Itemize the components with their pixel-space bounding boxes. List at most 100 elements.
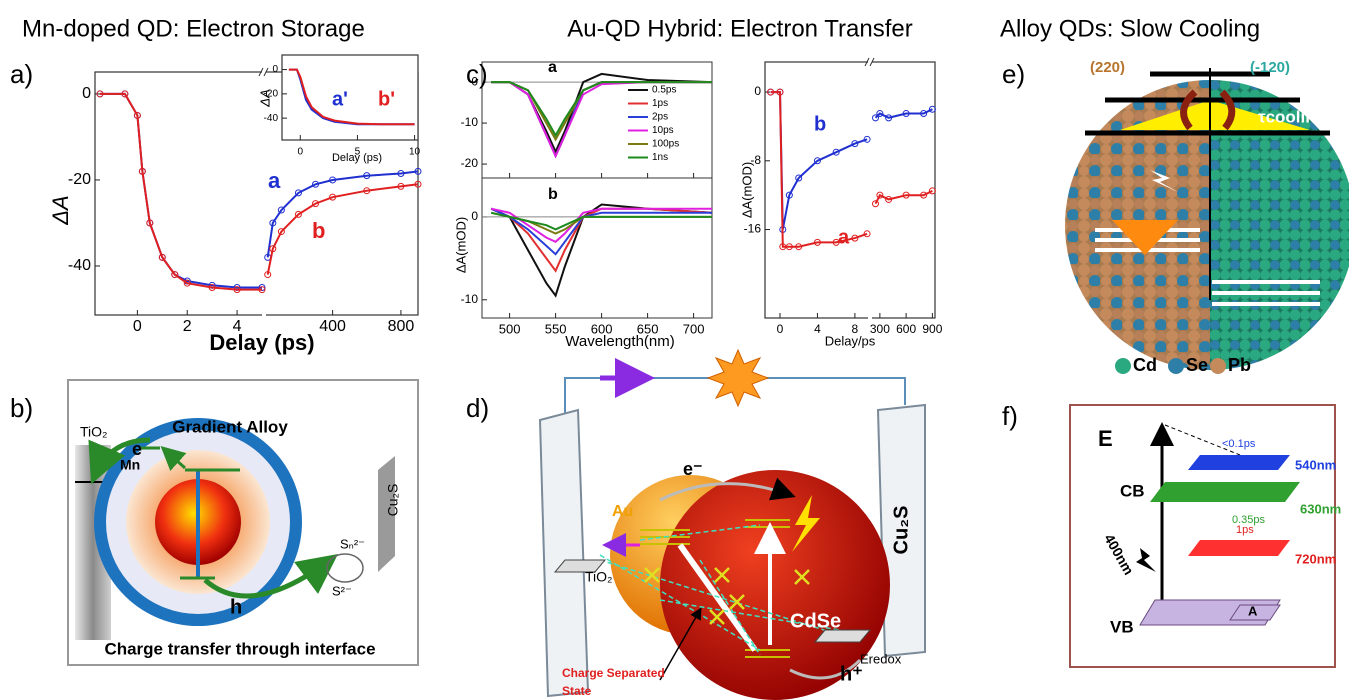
y-tick-label: -8: [750, 153, 761, 167]
label: CdSe: [790, 610, 841, 632]
label: 630nm: [1300, 501, 1341, 516]
legend-label: Pb: [1228, 355, 1251, 375]
series-label: a: [268, 168, 281, 193]
label: h⁺: [840, 663, 863, 685]
x-tick-label: 4: [814, 322, 821, 336]
x-tick-label: 600: [591, 321, 613, 336]
y-tick-label: 0: [754, 84, 761, 98]
label: Cu₂S: [890, 506, 912, 555]
label: Mn: [120, 457, 140, 473]
legend-label: 10ps: [652, 125, 674, 136]
label: Charge Separated: [562, 666, 665, 680]
x-tick-label: 0: [777, 322, 784, 336]
series-label: b: [312, 218, 325, 243]
legend-label: 0.5ps: [652, 85, 676, 96]
label: TiO₂: [80, 424, 107, 440]
panel-label: f): [1002, 401, 1018, 431]
y-tick-label: -16: [744, 222, 762, 236]
y-tick-label: 0: [82, 85, 91, 102]
legend-label: Se: [1186, 355, 1208, 375]
x-tick-label: 550: [545, 321, 567, 336]
label: 1ps: [1236, 524, 1254, 536]
axis-break: [868, 315, 872, 321]
y-tick-label: 0: [471, 74, 478, 88]
panel-label: e): [1002, 59, 1025, 89]
panel-b: b) Gradient Alloy TiO₂ e Mn h Sₙ²⁻ S²⁻ C…: [10, 380, 418, 665]
legend-label: Cd: [1133, 355, 1157, 375]
x-axis-label: Delay/ps: [825, 333, 876, 348]
subplot-label: b: [548, 186, 558, 203]
header: Mn-doped QD: Electron Storage: [22, 15, 365, 42]
panel-label: a): [10, 59, 33, 89]
x-tick-label: 300: [870, 322, 890, 336]
label: 720nm: [1295, 551, 1336, 566]
x-tick-label: 10: [409, 147, 421, 158]
y-tick-label: 0: [471, 209, 478, 223]
label: E: [1098, 426, 1113, 451]
plot-frame: [482, 178, 712, 318]
plot-frame: [765, 62, 935, 318]
y-tick-label: -40: [68, 257, 91, 274]
y-axis-label: ΔA(mOD): [739, 162, 754, 218]
label: h: [230, 596, 242, 618]
y-axis-label: ΔA: [48, 195, 73, 225]
x-tick-label: 650: [637, 321, 659, 336]
panel-label: d): [466, 393, 489, 423]
plot-frame: [482, 62, 712, 178]
series-label: a: [838, 226, 850, 248]
y-tick-label: -10: [461, 115, 479, 129]
legend-swatch: [1168, 358, 1184, 374]
label: <0.1ps: [1222, 438, 1256, 450]
label: (220): [1090, 59, 1125, 76]
title: Gradient Alloy: [172, 417, 288, 436]
series-label: a': [332, 88, 348, 110]
y-axis-label: ΔA(mOD): [453, 217, 468, 273]
label: τcooling: [1258, 107, 1326, 126]
level-720: [1188, 540, 1290, 556]
series-label: b: [814, 113, 826, 135]
label: e⁻: [683, 459, 703, 479]
x-tick-label: 0: [133, 318, 142, 335]
x-tick-label: 400: [319, 318, 346, 335]
plot-frame: [282, 55, 418, 140]
label: Sₙ²⁻: [340, 536, 365, 551]
level-630: [1150, 482, 1300, 502]
header: Au-QD Hybrid: Electron Transfer: [567, 15, 912, 42]
panel-f: f) E <0.1ps 540nm CB 0.35ps 630nm 1ps 72…: [1002, 401, 1341, 667]
legend-label: 1ps: [652, 98, 668, 109]
y-tick-label: -40: [264, 113, 279, 124]
photoanode: [540, 410, 588, 696]
figure: Mn-doped QD: Electron Storage Au-QD Hybr…: [0, 0, 1349, 700]
x-tick-label: 4: [233, 318, 242, 335]
x-tick-label: 800: [388, 318, 415, 335]
y-tick-label: 0: [272, 64, 278, 75]
axis-break: [262, 312, 266, 318]
legend-label: 100ps: [652, 139, 679, 150]
x-tick-label: 900: [922, 322, 942, 336]
label: (-120): [1250, 59, 1290, 76]
y-tick-label: -20: [461, 156, 479, 170]
label: TiO₂: [585, 569, 612, 585]
panel-e: e) (220) (-120) τcooling Cd Se Pb: [1002, 59, 1349, 375]
legend-swatch: [1115, 358, 1131, 374]
label: State: [562, 684, 592, 698]
x-tick-label: 5: [355, 147, 361, 158]
header: Alloy QDs: Slow Cooling: [1000, 15, 1260, 42]
label: Au: [612, 503, 633, 520]
legend-swatch: [1210, 358, 1226, 374]
x-tick-label: 8: [852, 322, 859, 336]
label: VB: [1110, 617, 1134, 636]
panel-d: d) e⁻ Au TiO₂ CdSe Eredox h⁺ Charge Sepa…: [466, 350, 925, 700]
x-axis-label: Delay (ps): [209, 330, 314, 355]
y-tick-label: -10: [461, 292, 479, 306]
x-tick-label: 2: [183, 318, 192, 335]
y-tick-label: -20: [68, 171, 91, 188]
level-540: [1188, 455, 1290, 470]
label: 540nm: [1295, 457, 1336, 472]
label: Cu₂S: [385, 484, 401, 517]
x-tick-label: 600: [896, 322, 916, 336]
light-source: [708, 350, 768, 406]
label: Eredox: [860, 651, 902, 666]
y-tick-label: -20: [264, 88, 279, 99]
x-tick-label: 0: [298, 147, 304, 158]
